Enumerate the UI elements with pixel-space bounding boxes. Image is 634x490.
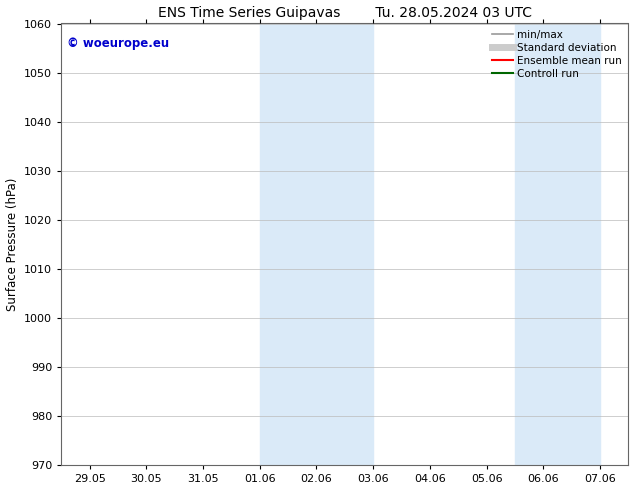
Legend: min/max, Standard deviation, Ensemble mean run, Controll run: min/max, Standard deviation, Ensemble me… — [488, 25, 626, 83]
Text: © woeurope.eu: © woeurope.eu — [67, 37, 169, 50]
Title: ENS Time Series Guipavas        Tu. 28.05.2024 03 UTC: ENS Time Series Guipavas Tu. 28.05.2024 … — [158, 5, 532, 20]
Y-axis label: Surface Pressure (hPa): Surface Pressure (hPa) — [6, 178, 18, 311]
Bar — [260, 24, 373, 465]
Bar — [515, 24, 600, 465]
